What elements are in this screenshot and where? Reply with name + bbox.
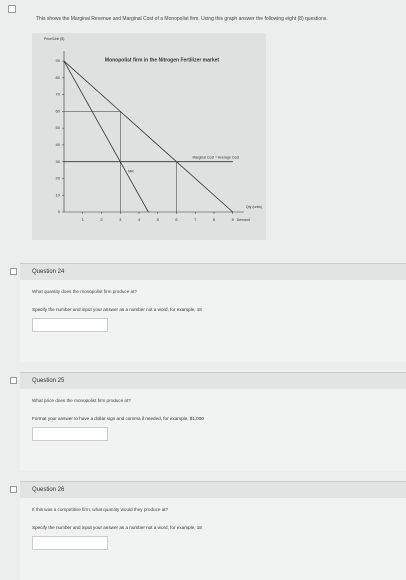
series-line — [63, 60, 234, 213]
flag-box[interactable] — [10, 377, 17, 384]
x-tick-label: 3 — [119, 217, 122, 222]
flag-box[interactable] — [10, 486, 17, 493]
question-prompt: What price does the monopolist firm prod… — [32, 398, 131, 403]
question-instruction: Format your answer to have a dollar sign… — [32, 416, 204, 421]
question-title: Question 26 — [20, 482, 406, 498]
y-axis-label: Price/Unit ($) — [44, 37, 64, 41]
x-tick-label: 6 — [175, 217, 178, 222]
question-instruction: Specify the number and input your answer… — [32, 525, 202, 530]
chart: Monopolist firm in the Nitrogen Fertiliz… — [32, 33, 266, 240]
x-axis-label: Qty (units) — [246, 205, 262, 209]
question-card: Question 24 What quantity does the monop… — [10, 263, 406, 362]
y-tick-label: 40 — [56, 142, 61, 147]
x-tick-label: 1 — [82, 217, 85, 222]
y-tick-label: 60 — [56, 108, 61, 113]
question-card: Question 25 What price does the monopoli… — [10, 372, 406, 471]
question-card: Question 26 If this was a competitive fi… — [10, 481, 406, 580]
flag-box[interactable] — [10, 268, 17, 275]
question-prompt: If this was a competitive firm, what qua… — [32, 507, 169, 512]
x-tick-label: 7 — [194, 217, 197, 222]
y-tick-label: 80 — [56, 75, 61, 80]
line-label: Marginal Cost = Average Cost — [193, 156, 240, 160]
y-tick-label: 0 — [58, 209, 61, 214]
x-tick-label: 9 — [232, 217, 235, 222]
question-title: Question 24 — [20, 264, 406, 280]
line-label: MR — [128, 170, 134, 174]
y-tick-label: 20 — [56, 176, 61, 181]
x-tick-label: 2 — [100, 217, 103, 222]
line-label: Demand — [237, 218, 250, 222]
x-tick-label: 4 — [138, 217, 141, 222]
question-title: Question 25 — [20, 373, 406, 389]
checkbox[interactable] — [8, 5, 16, 13]
answer-input[interactable] — [32, 318, 108, 332]
x-tick-label: 5 — [157, 217, 160, 222]
y-tick-label: 70 — [56, 92, 61, 97]
answer-input[interactable] — [32, 427, 108, 441]
intro-text: This shows the Marginal Revenue and Marg… — [36, 16, 328, 22]
question-instruction: Specify the number and input your answer… — [32, 307, 202, 312]
y-tick-label: 30 — [56, 159, 61, 164]
x-tick-label: 8 — [213, 217, 216, 222]
y-tick-label: 90 — [56, 58, 61, 63]
question-prompt: What quantity does the monopolist firm p… — [32, 289, 137, 294]
answer-input[interactable] — [32, 536, 108, 550]
y-tick-label: 10 — [56, 192, 61, 197]
y-tick-label: 50 — [56, 125, 61, 130]
chart-title: Monopolist firm in the Nitrogen Fertiliz… — [105, 57, 220, 63]
